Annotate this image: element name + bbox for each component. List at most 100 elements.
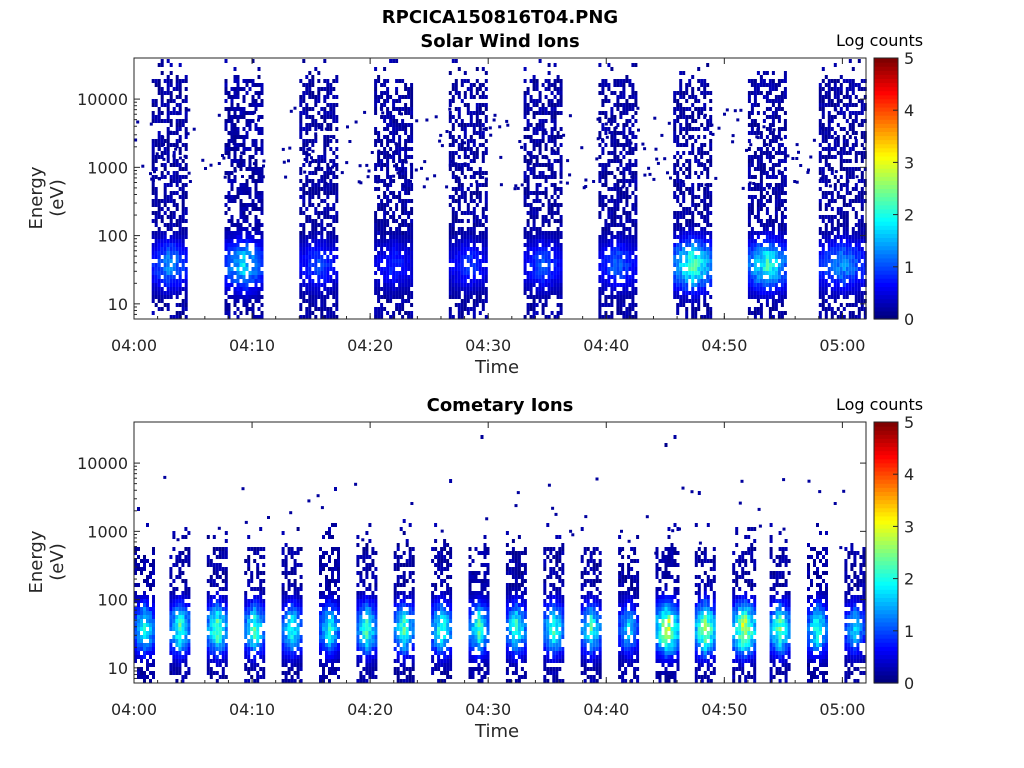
heatmap-cell (679, 115, 683, 119)
heatmap-cell (233, 255, 237, 259)
heatmap-cell (299, 267, 303, 271)
heatmap-cell (392, 255, 396, 259)
heatmap-cell (230, 271, 234, 275)
heatmap-cell (845, 247, 849, 251)
heatmap-cell (676, 227, 680, 231)
heatmap-cell (481, 235, 485, 239)
heatmap-cell (374, 91, 378, 95)
heatmap-cell (622, 275, 626, 279)
heatmap-cell (538, 263, 542, 267)
heatmap-cell (836, 291, 840, 295)
heatmap-cell (598, 299, 602, 303)
heatmap-cell (783, 239, 787, 243)
heatmap-cell (532, 167, 536, 171)
heatmap-cell (759, 151, 763, 155)
heatmap-cell (676, 267, 680, 271)
heatmap-cell (224, 79, 228, 83)
heatmap-cell (332, 119, 336, 123)
heatmap-cell (703, 299, 707, 303)
heatmap-cell (466, 87, 470, 91)
heatmap-cell (679, 267, 683, 271)
heatmap-cell (771, 187, 775, 191)
heatmap-cell (448, 119, 452, 123)
heatmap-cell (833, 247, 837, 251)
heatmap-cell (532, 283, 536, 287)
heatmap-cell (523, 235, 527, 239)
heatmap-cell (392, 195, 396, 199)
heatmap-cell (685, 235, 689, 239)
heatmap-cell (410, 147, 414, 151)
heatmap-cell (688, 187, 692, 191)
heatmap-cell (451, 235, 455, 239)
heatmap-cell (538, 227, 542, 231)
heatmap-cell (178, 267, 182, 271)
heatmap-cell (242, 299, 246, 303)
heatmap-cell (682, 163, 686, 167)
heatmap-cell (842, 167, 846, 171)
heatmap-cell (457, 91, 461, 95)
heatmap-cell (389, 267, 393, 271)
heatmap-cell (604, 219, 608, 223)
heatmap-cell (607, 171, 611, 175)
heatmap-cell (756, 215, 760, 219)
heatmap-cell (706, 175, 710, 179)
heatmap-cell (184, 167, 188, 171)
heatmap-cell (454, 231, 458, 235)
heatmap-cell (472, 291, 476, 295)
heatmap-cell (750, 195, 754, 199)
heatmap-cell (239, 199, 243, 203)
heatmap-cell (706, 219, 710, 223)
heatmap-cell (181, 119, 185, 123)
heatmap-cell (839, 111, 843, 115)
heatmap-cell (380, 91, 384, 95)
heatmap-cell (251, 267, 255, 271)
heatmap-cell (245, 119, 249, 123)
heatmap-cell (472, 95, 476, 99)
heatmap-cell (601, 291, 605, 295)
heatmap-cell (753, 251, 757, 255)
heatmap-cell (777, 163, 781, 167)
heatmap-cell (523, 95, 527, 99)
heatmap-cell (457, 179, 461, 183)
heatmap-cell (771, 87, 775, 91)
heatmap-cell (839, 187, 843, 191)
heatmap-cell (523, 203, 527, 207)
heatmap-cell (481, 275, 485, 279)
heatmap-cell (526, 255, 530, 259)
heatmap-cell (556, 291, 560, 295)
heatmap-cell (151, 219, 155, 223)
heatmap-cell (762, 239, 766, 243)
heatmap-cell (821, 115, 825, 119)
heatmap-cell (329, 311, 333, 315)
heatmap-cell (172, 211, 176, 215)
heatmap-cell (154, 267, 158, 271)
heatmap-cell (676, 219, 680, 223)
heatmap-cell (553, 159, 557, 163)
heatmap-cell (676, 91, 680, 95)
heatmap-cell (833, 279, 837, 283)
heatmap-cell (842, 255, 846, 259)
heatmap-cell (703, 167, 707, 171)
heatmap-cell (780, 279, 784, 283)
heatmap-cell (154, 155, 158, 159)
heatmap-cell (311, 119, 315, 123)
heatmap-cell (532, 247, 536, 251)
heatmap-cell (299, 223, 303, 227)
heatmap-cell (547, 223, 551, 227)
heatmap-cell (765, 211, 769, 215)
heatmap-cell (254, 159, 258, 163)
heatmap-cell (451, 227, 455, 231)
heatmap-cell (299, 79, 303, 83)
heatmap-cell (830, 215, 834, 219)
heatmap-cell (245, 147, 249, 151)
heatmap-cell (484, 291, 488, 295)
heatmap-cell (163, 139, 167, 143)
heatmap-cell (305, 255, 309, 259)
heatmap-cell (706, 223, 710, 227)
heatmap-cell (747, 171, 751, 175)
heatmap-cell (703, 271, 707, 275)
heatmap-cell (302, 127, 306, 131)
heatmap-cell (679, 87, 683, 91)
heatmap-cell (753, 183, 757, 187)
heatmap-cell (526, 103, 530, 107)
